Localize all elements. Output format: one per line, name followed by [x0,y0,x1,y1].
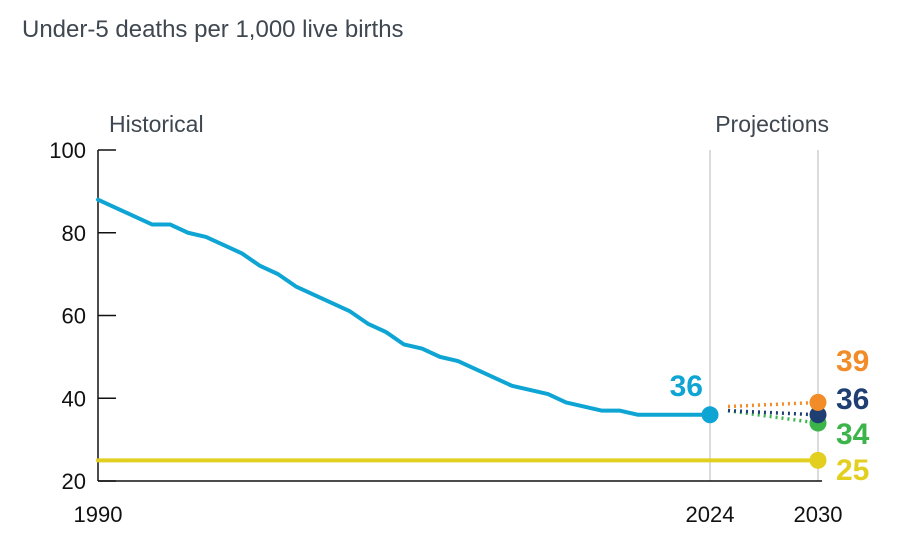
y-tick-label: 100 [49,138,86,163]
end-label-historical: 36 [670,370,703,403]
end-point-projection_orange [809,393,827,411]
series-line-projection_orange [727,400,819,409]
x-tick-label: 1990 [74,502,123,527]
end-point-historical [701,406,719,424]
x-tick-label: 2030 [794,502,843,527]
end-point-projection_navy [809,406,827,424]
y-tick-label: 20 [62,469,86,494]
reference-lines [709,150,819,481]
end-label-projection_navy: 36 [836,383,869,416]
end-label-target: 25 [836,454,869,487]
series-line-historical [96,197,712,417]
end-label-projection_orange: 39 [836,345,869,378]
y-tick-label: 40 [62,386,86,411]
end-label-projection_green: 34 [836,418,870,451]
historical-label: Historical [109,111,204,137]
series-layer [96,197,827,469]
axes: 20 40 60 80 100 1990 2024 2030 [49,138,842,527]
y-tick-label: 60 [62,304,86,329]
projections-label: Projections [715,111,829,137]
end-point-target [809,451,827,469]
chart-title: Under-5 deaths per 1,000 live births [22,16,404,43]
y-tick-label: 80 [62,221,86,246]
x-tick-label: 2024 [686,502,735,527]
